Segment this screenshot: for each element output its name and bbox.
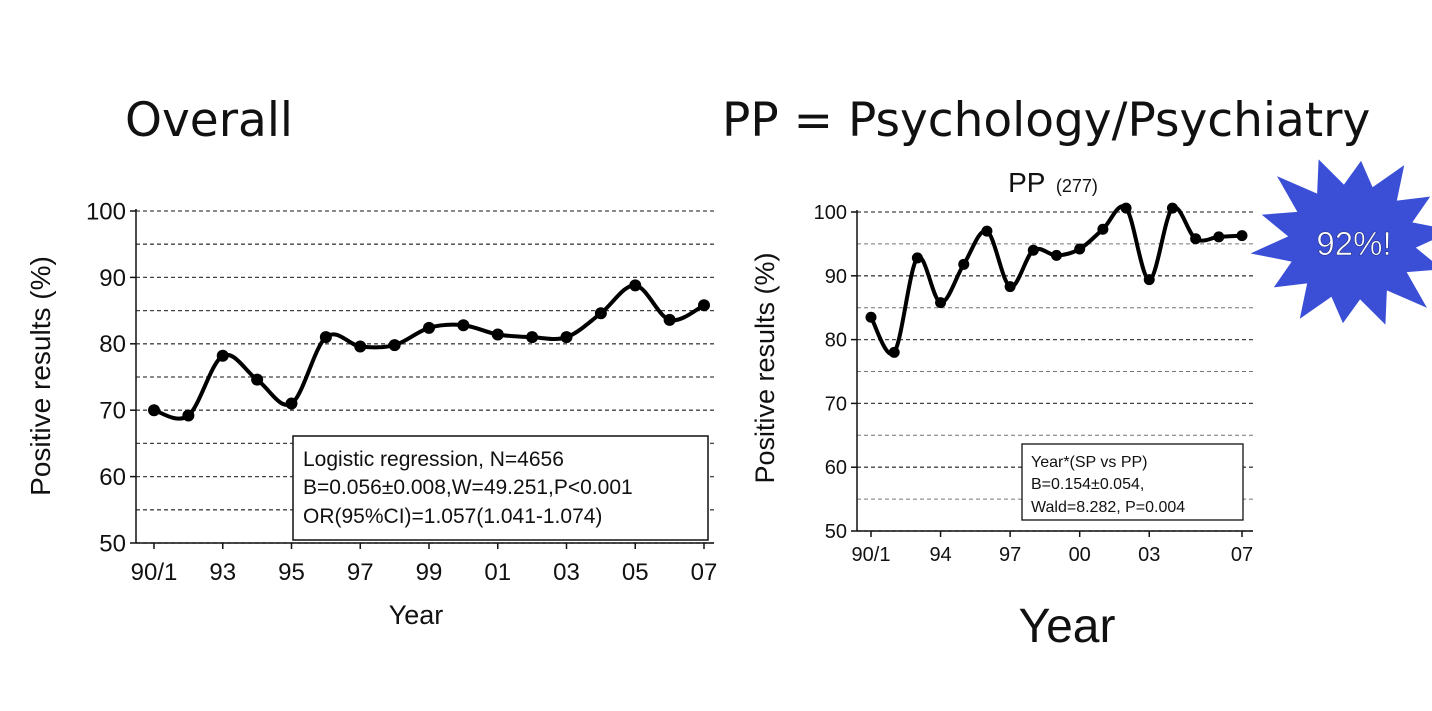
right-y-tick-label: 90: [825, 266, 847, 288]
pp-y-axis-label: Positive results (%): [750, 252, 780, 483]
left-y-tick-label: 50: [99, 530, 126, 557]
left-x-tick-label: 90/1: [131, 559, 178, 586]
left-data-point: [698, 299, 710, 312]
right-x-tick-label: 00: [1069, 544, 1091, 566]
overall-chart: 100 90 80 70 60 50 90/1 93 95 97 99 01 03 05 07 Posit…: [25, 198, 717, 630]
overall-series: [148, 279, 710, 422]
overall-regression-line-3: OR(95%CI)=1.057(1.041-1.074): [303, 505, 602, 528]
left-data-point: [560, 331, 573, 344]
right-data-point: [958, 258, 970, 270]
right-x-tick-label: 97: [999, 544, 1021, 566]
right-data-point: [1143, 274, 1155, 286]
left-data-point: [526, 331, 539, 344]
right-data-point: [1027, 244, 1039, 256]
right-data-point: [1120, 202, 1132, 214]
left-series-line: [152, 283, 706, 421]
left-data-point: [354, 340, 367, 353]
callout-text: 92%!: [1316, 225, 1391, 262]
left-x-tick-label: 97: [347, 559, 374, 586]
pp-regression-line-3: Wald=8.282, P=0.004: [1031, 499, 1185, 516]
left-y-tick-label: 100: [86, 198, 126, 225]
left-y-tick-label: 70: [99, 398, 126, 425]
left-data-point: [251, 373, 264, 386]
overall-x-axis-label: Year: [389, 600, 444, 630]
left-data-point: [182, 409, 195, 422]
right-data-point: [1190, 233, 1202, 245]
left-x-tick-label: 03: [553, 559, 580, 586]
right-data-point: [1097, 223, 1109, 235]
left-data-point: [423, 321, 435, 334]
right-data-point: [888, 346, 900, 358]
left-data-point: [216, 349, 229, 362]
left-x-tick-label: 95: [278, 559, 305, 586]
right-heading: PP = Psychology/Psychiatry: [722, 93, 1371, 148]
right-x-tick-label: 90/1: [852, 544, 891, 566]
right-y-tick-label: 50: [825, 521, 847, 543]
starburst-shape: [1244, 154, 1432, 330]
right-series-line: [869, 204, 1244, 356]
right-data-point: [865, 311, 877, 323]
right-data-point: [935, 297, 947, 309]
right-data-point: [1004, 281, 1016, 293]
left-data-point: [629, 279, 642, 292]
pp-chart-title: PP (277): [1008, 167, 1098, 198]
overall-y-tick-labels: 100 90 80 70 60 50: [86, 198, 136, 557]
pp-chart-title-main: PP: [1008, 167, 1045, 198]
overall-regression-line-2: B=0.056±0.008,W=49.251,P<0.001: [303, 476, 633, 499]
right-y-tick-label: 60: [825, 457, 847, 479]
left-data-point: [457, 319, 470, 332]
left-data-point: [388, 339, 401, 352]
left-data-point: [148, 404, 160, 417]
right-data-point: [1166, 202, 1178, 214]
left-x-tick-label: 99: [416, 559, 443, 586]
left-data-point: [594, 307, 607, 320]
left-heading: Overall: [125, 93, 293, 148]
left-data-point: [285, 397, 298, 410]
pp-y-tick-labels: 100 90 80 70 60 50: [814, 202, 857, 543]
right-data-point: [981, 225, 993, 237]
left-x-tick-label: 01: [484, 559, 511, 586]
pp-chart-title-count: (277): [1056, 176, 1098, 196]
left-x-tick-label: 05: [622, 559, 649, 586]
left-x-tick-label: 93: [209, 559, 236, 586]
pp-regression-line-1: Year*(SP vs PP): [1031, 454, 1148, 471]
left-y-tick-label: 80: [99, 331, 126, 358]
right-data-point: [1213, 231, 1225, 243]
right-x-tick-label: 07: [1231, 544, 1253, 566]
overall-x-tick-labels: 90/1 93 95 97 99 01 03 05 07: [131, 543, 718, 586]
right-data-point: [1236, 230, 1248, 242]
pp-x-axis-label: Year: [1019, 600, 1116, 653]
left-data-point: [491, 328, 504, 341]
overall-regression-line-1: Logistic regression, N=4656: [303, 448, 564, 471]
overall-y-axis-label: Positive results (%): [25, 256, 56, 496]
pp-regression-line-2: B=0.154±0.054,: [1031, 476, 1144, 493]
left-x-tick-label: 07: [691, 559, 718, 586]
callout-starburst: 92%!: [1244, 154, 1432, 330]
left-data-point: [319, 331, 332, 344]
right-y-tick-label: 80: [825, 330, 847, 352]
right-x-tick-label: 94: [929, 544, 951, 566]
left-y-tick-label: 90: [99, 265, 126, 292]
right-y-tick-label: 70: [825, 393, 847, 415]
pp-chart: PP (277) 100 90 80 70 60 50 90/1 94 97 00 03 07 Po…: [750, 167, 1253, 653]
pp-x-tick-labels: 90/1 94 97 00 03 07: [852, 531, 1253, 566]
right-x-tick-label: 03: [1138, 544, 1160, 566]
right-y-tick-label: 100: [814, 202, 847, 224]
pp-series: [865, 202, 1248, 358]
overall-regression-box: Logistic regression, N=4656 B=0.056±0.00…: [292, 435, 709, 541]
right-data-point: [1074, 243, 1086, 255]
right-data-point: [1051, 249, 1062, 261]
left-data-point: [663, 313, 676, 326]
left-y-tick-label: 60: [99, 464, 126, 491]
pp-regression-box: Year*(SP vs PP) B=0.154±0.054, Wald=8.28…: [1021, 443, 1244, 521]
right-data-point: [911, 252, 923, 264]
